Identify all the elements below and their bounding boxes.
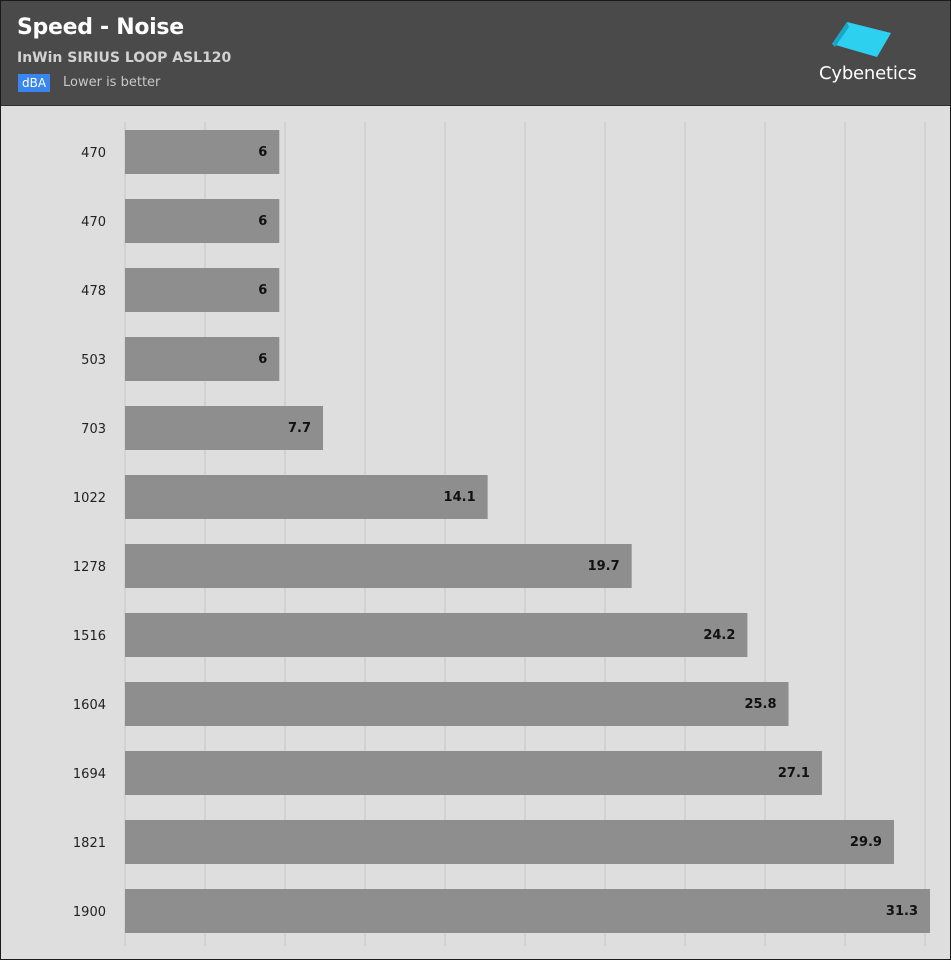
category-label: 470 [81, 146, 106, 161]
category-label: 503 [81, 353, 106, 368]
bar-10 [125, 820, 894, 864]
category-label: 1694 [73, 767, 106, 782]
category-label: 1278 [73, 560, 106, 575]
bar-chart: 470 6 470 6 478 6 503 6 703 7.7 1022 14.1 1278 19.7 15… [73, 122, 930, 946]
value-label: 19.7 [588, 559, 620, 574]
bar-1 [125, 199, 280, 243]
bar-11 [125, 889, 930, 933]
lower-is-better-note: Lower is better [63, 75, 161, 90]
value-label: 27.1 [778, 766, 810, 781]
unit-badge: dBA [18, 74, 51, 92]
category-label: 1900 [73, 905, 106, 920]
bar-2 [125, 268, 280, 312]
category-label: 478 [81, 284, 106, 299]
value-label: 25.8 [744, 697, 776, 712]
bar-9 [125, 751, 822, 795]
value-label: 7.7 [288, 421, 311, 436]
bar-5 [125, 475, 488, 519]
value-label: 6 [258, 145, 267, 160]
chart-subtitle: InWin SIRIUS LOOP ASL120 [17, 50, 232, 66]
category-label: 470 [81, 215, 106, 230]
logo-text: Cybenetics [819, 63, 917, 84]
cybenetics-logo-icon [832, 22, 891, 57]
bar-8 [125, 682, 789, 726]
cybenetics-logo: Cybenetics [815, 19, 925, 89]
bar-4 [125, 406, 324, 450]
chart-title: Speed - Noise [17, 15, 184, 40]
value-label: 31.3 [886, 904, 918, 919]
category-label: 1022 [73, 491, 106, 506]
value-label: 24.2 [703, 628, 735, 643]
category-label: 1821 [73, 836, 106, 851]
value-label: 14.1 [444, 490, 476, 505]
value-label: 6 [258, 352, 267, 367]
bar-7 [125, 613, 748, 657]
value-label: 6 [258, 283, 267, 298]
chart-header: Speed - Noise InWin SIRIUS LOOP ASL120 d… [1, 1, 950, 106]
category-label: 703 [81, 422, 106, 437]
category-label: 1604 [73, 698, 106, 713]
bar-0 [125, 130, 280, 174]
value-label: 6 [258, 214, 267, 229]
value-label: 29.9 [850, 835, 882, 850]
category-label: 1516 [73, 629, 106, 644]
bar-3 [125, 337, 280, 381]
bar-6 [125, 544, 632, 588]
